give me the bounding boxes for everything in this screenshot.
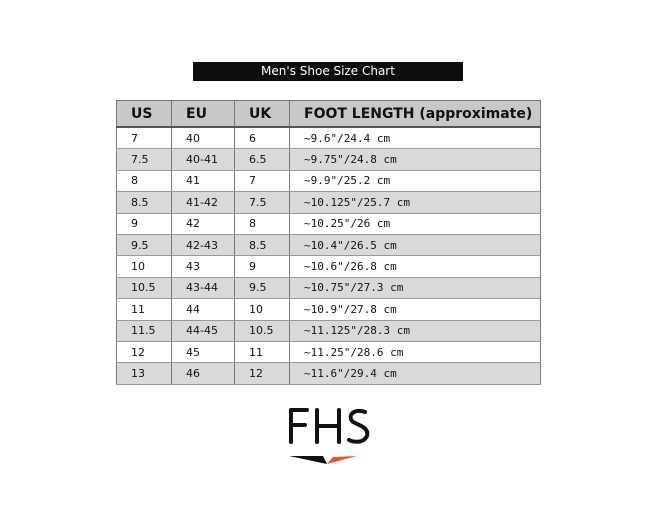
cell-us: 12: [116, 341, 172, 364]
table-row: 11.5 44-45 10.5 ~11.125"/28.3 cm: [116, 320, 541, 342]
cell-foot-length: ~9.6"/24.4 cm: [289, 127, 541, 150]
cell-us: 10.5: [116, 277, 172, 300]
cell-us: 8.5: [116, 191, 172, 214]
cell-us: 11.5: [116, 320, 172, 342]
cell-eu: 42: [171, 213, 235, 235]
cell-eu: 43: [171, 255, 235, 278]
cell-foot-length: ~10.4"/26.5 cm: [289, 234, 541, 257]
cell-uk: 6: [234, 127, 290, 150]
cell-uk: 8: [234, 213, 290, 235]
cell-eu: 44: [171, 298, 235, 321]
table-row: 12 45 11 ~11.25"/28.6 cm: [116, 341, 541, 364]
header-us: US: [116, 100, 172, 128]
table-header: US EU UK FOOT LENGTH (approximate): [116, 100, 541, 128]
cell-uk: 10: [234, 298, 290, 321]
cell-uk: 6.5: [234, 148, 290, 171]
cell-foot-length: ~10.6"/26.8 cm: [289, 255, 541, 278]
cell-foot-length: ~9.9"/25.2 cm: [289, 170, 541, 193]
header-foot-length: FOOT LENGTH (approximate): [289, 100, 541, 128]
table-row: 7.5 40-41 6.5 ~9.75"/24.8 cm: [116, 148, 541, 171]
cell-foot-length: ~10.9"/27.8 cm: [289, 298, 541, 321]
cell-uk: 9.5: [234, 277, 290, 300]
cell-eu: 40: [171, 127, 235, 150]
cell-uk: 7.5: [234, 191, 290, 214]
cell-eu: 41-42: [171, 191, 235, 214]
cell-foot-length: ~10.25"/26 cm: [289, 213, 541, 235]
cell-foot-length: ~11.125"/28.3 cm: [289, 320, 541, 342]
cell-uk: 7: [234, 170, 290, 193]
table-row: 10 43 9 ~10.6"/26.8 cm: [116, 255, 541, 278]
size-table: US EU UK FOOT LENGTH (approximate) 7 40 6 ~…: [116, 100, 541, 385]
cell-eu: 45: [171, 341, 235, 364]
cell-eu: 46: [171, 362, 235, 385]
table-row: 8 41 7 ~9.9"/25.2 cm: [116, 170, 541, 193]
cell-uk: 11: [234, 341, 290, 364]
cell-eu: 41: [171, 170, 235, 193]
cell-us: 9: [116, 213, 172, 235]
cell-us: 10: [116, 255, 172, 278]
cell-us: 9.5: [116, 234, 172, 257]
chart-title: Men's Shoe Size Chart: [193, 62, 463, 81]
cell-uk: 10.5: [234, 320, 290, 342]
header-uk: UK: [234, 100, 290, 128]
table-row: 13 46 12 ~11.6"/29.4 cm: [116, 362, 541, 385]
table-row: 10.5 43-44 9.5 ~10.75"/27.3 cm: [116, 277, 541, 300]
cell-us: 8: [116, 170, 172, 193]
cell-eu: 42-43: [171, 234, 235, 257]
cell-eu: 44-45: [171, 320, 235, 342]
header-eu: EU: [171, 100, 235, 128]
cell-eu: 40-41: [171, 148, 235, 171]
cell-uk: 12: [234, 362, 290, 385]
table-row: 7 40 6 ~9.6"/24.4 cm: [116, 127, 541, 150]
cell-us: 7: [116, 127, 172, 150]
cell-uk: 8.5: [234, 234, 290, 257]
cell-foot-length: ~10.125"/25.7 cm: [289, 191, 541, 214]
cell-foot-length: ~9.75"/24.8 cm: [289, 148, 541, 171]
table-row: 9.5 42-43 8.5 ~10.4"/26.5 cm: [116, 234, 541, 257]
cell-uk: 9: [234, 255, 290, 278]
cell-us: 11: [116, 298, 172, 321]
fhs-logo: [289, 408, 370, 464]
cell-foot-length: ~11.25"/28.6 cm: [289, 341, 541, 364]
table-row: 8.5 41-42 7.5 ~10.125"/25.7 cm: [116, 191, 541, 214]
cell-foot-length: ~11.6"/29.4 cm: [289, 362, 541, 385]
table-row: 11 44 10 ~10.9"/27.8 cm: [116, 298, 541, 321]
cell-us: 7.5: [116, 148, 172, 171]
table-row: 9 42 8 ~10.25"/26 cm: [116, 213, 541, 235]
cell-eu: 43-44: [171, 277, 235, 300]
cell-us: 13: [116, 362, 172, 385]
cell-foot-length: ~10.75"/27.3 cm: [289, 277, 541, 300]
